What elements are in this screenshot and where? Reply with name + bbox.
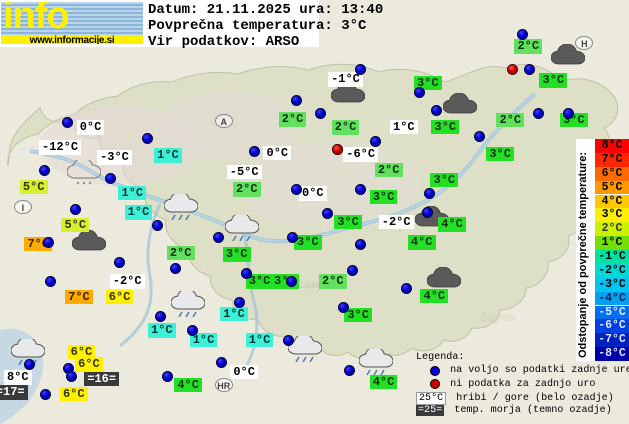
svg-text:Zagreb: Zagreb — [480, 312, 515, 324]
